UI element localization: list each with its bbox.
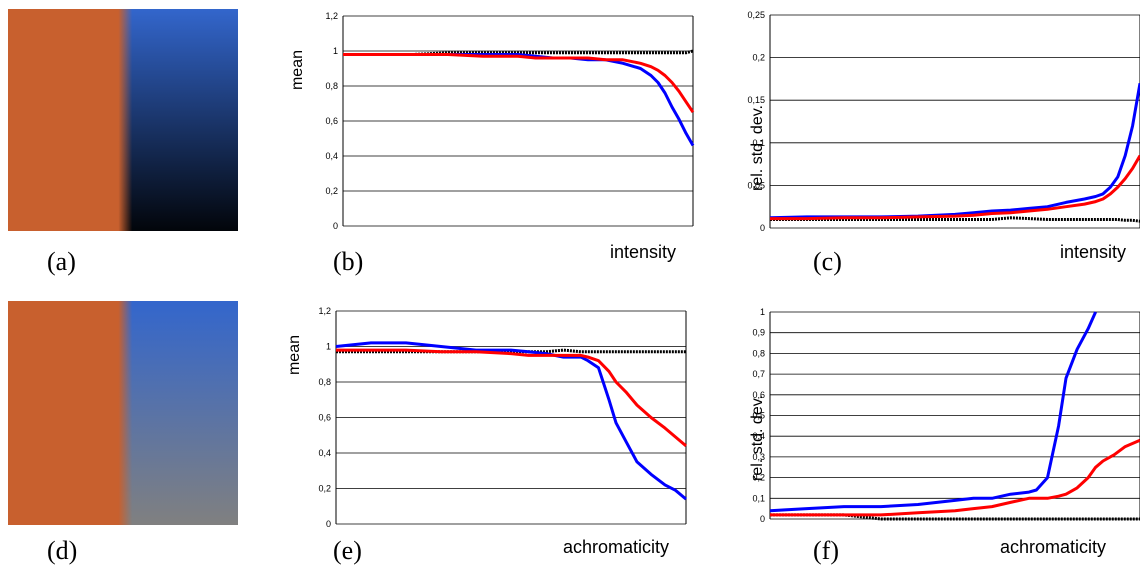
panel-label-f: (f) xyxy=(813,536,839,565)
y-tick-label: 0,05 xyxy=(747,180,765,190)
series-line-black xyxy=(343,49,694,56)
panel-label-c: (c) xyxy=(813,247,842,276)
panel-label-d: (d) xyxy=(47,536,78,565)
color-swatch-d xyxy=(8,301,238,525)
y-tick-label: 0,8 xyxy=(325,81,338,91)
y-tick-label: 0,6 xyxy=(752,390,765,400)
y-tick-label: 0,9 xyxy=(752,328,765,338)
y-tick-label: 0 xyxy=(326,519,331,529)
y-tick-label: 0,8 xyxy=(318,377,331,387)
y-tick-label: 0,4 xyxy=(318,448,331,458)
series-line-red xyxy=(770,438,1140,517)
y-tick-label: 1 xyxy=(760,307,765,317)
y-tick-label: 0,3 xyxy=(752,452,765,462)
chart-f-x-axis-title: achromaticity xyxy=(1000,537,1107,557)
series-line-black xyxy=(770,513,1140,521)
series-line-red xyxy=(770,154,1140,221)
chart-e-x-axis-title: achromaticity xyxy=(563,537,670,557)
chart-b-x-axis-title: intensity xyxy=(610,242,677,262)
y-axis-title: rel. std. dev. xyxy=(749,105,766,191)
panel-label-a: (a) xyxy=(47,247,76,276)
series-line-black xyxy=(336,348,686,354)
y-tick-label: 0,2 xyxy=(318,484,331,494)
y-tick-label: 1,2 xyxy=(325,11,338,21)
y-tick-label: 0,5 xyxy=(752,411,765,421)
series-line-blue xyxy=(769,311,1097,513)
series-line-blue xyxy=(335,341,687,501)
y-tick-label: 1,2 xyxy=(318,306,331,316)
y-tick-label: 0,1 xyxy=(752,493,765,503)
y-axis-title: rel. std. dev. xyxy=(749,395,766,481)
y-tick-label: 1 xyxy=(333,46,338,56)
y-tick-label: 0,8 xyxy=(752,348,765,358)
panel-label-e: (e) xyxy=(333,536,362,565)
y-axis-title: mean xyxy=(289,50,306,90)
y-tick-label: 0,7 xyxy=(752,369,765,379)
y-tick-label: 0 xyxy=(333,221,338,231)
y-tick-label: 0,15 xyxy=(747,95,765,105)
series-line-red xyxy=(336,348,687,448)
y-tick-label: 0,2 xyxy=(752,473,765,483)
series-line-black xyxy=(770,216,1140,223)
y-tick-label: 0,4 xyxy=(325,151,338,161)
y-tick-label: 0,2 xyxy=(325,186,338,196)
y-tick-label: 0,1 xyxy=(752,138,765,148)
y-tick-label: 0 xyxy=(760,514,765,524)
y-tick-label: 0,4 xyxy=(752,431,765,441)
series-line-red xyxy=(343,53,695,114)
y-tick-label: 0,25 xyxy=(747,10,765,20)
y-axis-title: mean xyxy=(286,335,303,375)
chart-c-x-axis-title: intensity xyxy=(1060,242,1127,262)
color-swatch-a xyxy=(8,9,238,231)
y-tick-label: 0,6 xyxy=(325,116,338,126)
y-tick-label: 0 xyxy=(760,223,765,233)
panel-label-b: (b) xyxy=(333,247,364,276)
y-tick-label: 1 xyxy=(326,342,331,352)
y-tick-label: 0,2 xyxy=(752,53,765,63)
y-tick-label: 0,6 xyxy=(318,413,331,423)
